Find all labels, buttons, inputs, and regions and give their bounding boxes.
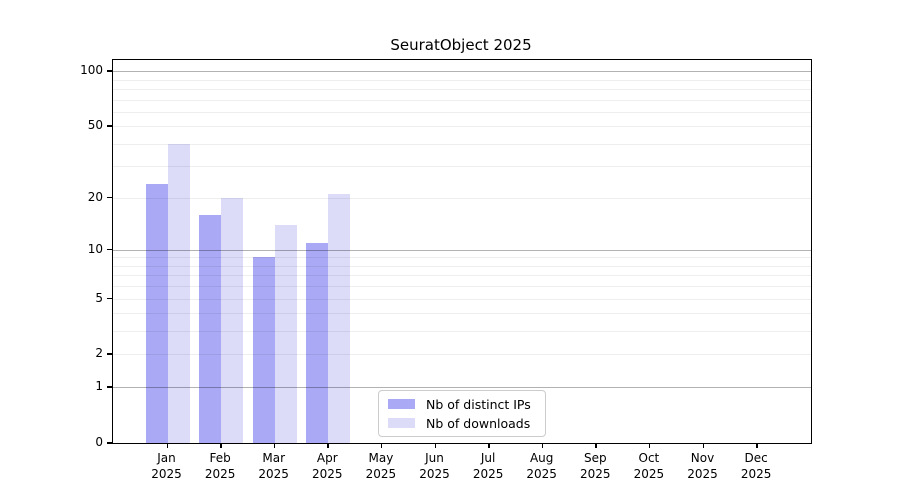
gridline-minor <box>113 99 811 101</box>
y-axis-tick-label: 5 <box>95 290 103 305</box>
gridline-minor <box>113 79 811 81</box>
gridline-minor <box>113 143 811 145</box>
bar-apr-downloads <box>328 193 351 443</box>
legend-label-distinct-ips: Nb of distinct IPs <box>426 396 531 412</box>
legend-row-downloads: Nb of downloads <box>379 416 545 431</box>
x-axis-tick-label: May 2025 <box>365 451 397 481</box>
x-axis-tick-mark <box>273 443 276 448</box>
y-axis-tick-mark <box>107 442 112 444</box>
legend-label-downloads: Nb of downloads <box>426 415 531 431</box>
y-axis-tick-label: 100 <box>80 63 103 78</box>
gridline-minor <box>113 88 811 90</box>
x-axis-tick-mark <box>220 443 222 448</box>
x-axis-tick-label: Nov 2025 <box>687 451 718 481</box>
bar-apr-distinct-ips <box>306 242 329 443</box>
y-axis-tick-mark <box>107 353 112 356</box>
y-axis-tick-mark <box>107 125 112 127</box>
y-axis-tick-mark <box>107 386 112 388</box>
gridline-minor <box>113 166 811 168</box>
y-axis-tick-label: 0 <box>95 435 103 449</box>
gridline-minor <box>113 126 811 128</box>
chart-title: SeuratObject 2025 <box>390 36 532 54</box>
x-axis-tick-mark <box>756 443 758 448</box>
x-axis-tick-label: Mar 2025 <box>258 451 289 481</box>
x-axis-tick-label: Apr 2025 <box>312 451 343 481</box>
y-axis-tick-mark <box>107 70 112 72</box>
bar-jan-downloads <box>167 143 190 443</box>
legend: Nb of distinct IPs Nb of downloads <box>378 390 546 437</box>
bar-jan-distinct-ips <box>145 183 168 443</box>
bar-feb-distinct-ips <box>199 214 222 443</box>
plot-area: Nb of distinct IPs Nb of downloads <box>112 59 812 444</box>
bar-feb-downloads <box>221 197 244 443</box>
gridline-major <box>113 71 811 73</box>
y-axis-tick-label: 50 <box>87 118 103 133</box>
x-axis-tick-label: Sep 2025 <box>580 451 611 481</box>
x-axis-tick-mark <box>434 443 437 448</box>
y-axis-tick-mark <box>107 196 112 199</box>
bar-mar-downloads <box>274 224 297 443</box>
x-axis-tick-mark <box>166 443 169 448</box>
x-axis-tick-label: Dec 2025 <box>740 451 772 481</box>
y-axis-tick-label: 20 <box>87 189 103 204</box>
x-axis-tick-label: Oct 2025 <box>633 451 665 481</box>
x-axis-tick-mark <box>541 443 544 448</box>
y-axis-tick-mark <box>107 297 112 300</box>
x-axis-tick-label: Jan 2025 <box>151 451 182 481</box>
x-axis-tick-label: Feb 2025 <box>204 451 236 481</box>
x-axis-tick-mark <box>327 443 329 448</box>
legend-swatch-downloads <box>388 418 415 428</box>
y-axis-tick-label: 10 <box>87 241 103 256</box>
bar-mar-distinct-ips <box>252 257 275 443</box>
legend-swatch-distinct-ips <box>388 399 415 409</box>
x-axis-tick-label: Jun 2025 <box>419 451 450 481</box>
x-axis-tick-mark <box>702 443 705 448</box>
y-axis-tick-label: 1 <box>95 379 103 394</box>
x-axis-tick-label: Jul 2025 <box>472 451 504 481</box>
x-axis-tick-mark <box>380 443 383 448</box>
x-axis-tick-mark <box>595 443 597 448</box>
x-axis-tick-mark <box>488 443 490 448</box>
y-axis-tick-mark <box>107 248 112 251</box>
legend-row-distinct-ips: Nb of distinct IPs <box>379 397 545 412</box>
x-axis-tick-label: Aug 2025 <box>526 451 557 481</box>
gridline-minor <box>113 197 811 199</box>
gridline-minor <box>113 111 811 113</box>
x-axis-tick-mark <box>648 443 651 448</box>
y-axis-tick-label: 2 <box>95 346 103 361</box>
